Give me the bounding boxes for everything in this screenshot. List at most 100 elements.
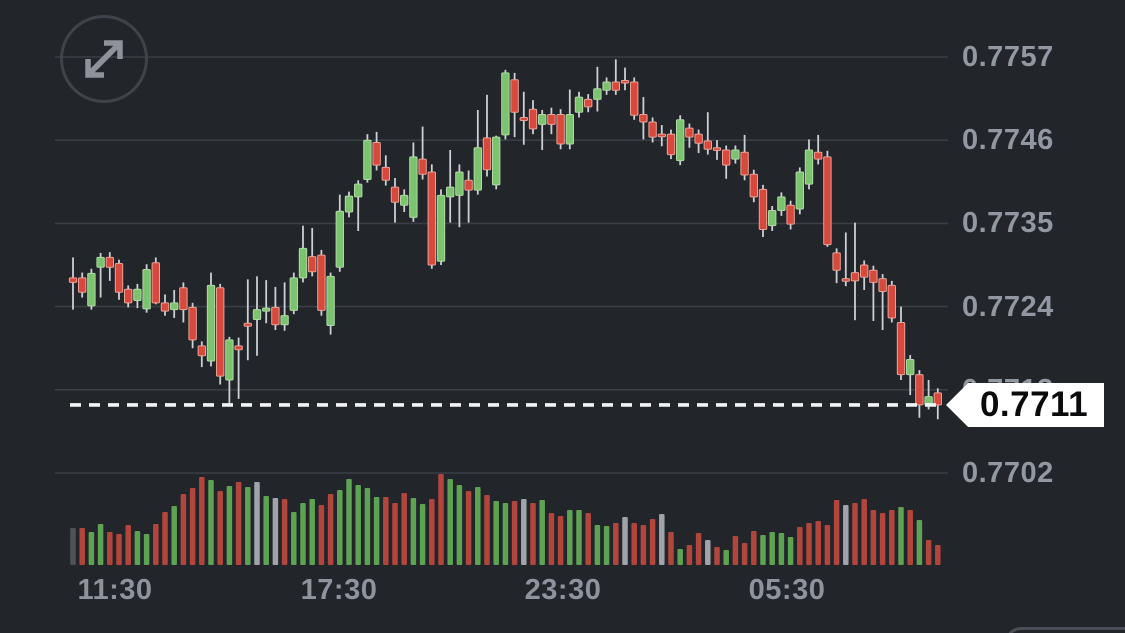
candle-body xyxy=(657,133,666,138)
candle-body xyxy=(749,173,758,198)
expand-button[interactable] xyxy=(59,14,149,104)
volume-bar xyxy=(88,532,95,565)
volume-bar xyxy=(889,510,895,565)
candle-body xyxy=(308,256,317,273)
volume-bar xyxy=(291,512,297,565)
volume-bar xyxy=(107,532,113,565)
volume-bar xyxy=(613,523,619,565)
volume-bar xyxy=(677,549,683,565)
volume-bar xyxy=(916,520,923,565)
volume-bar xyxy=(465,491,472,565)
candle-body xyxy=(96,256,105,268)
volume-bar xyxy=(806,523,812,565)
volume-bar xyxy=(327,494,334,565)
candle-body xyxy=(133,288,142,302)
candle-body xyxy=(519,117,528,122)
candle-body xyxy=(676,119,685,162)
candle-body xyxy=(814,151,823,160)
volume-bar xyxy=(567,510,573,565)
candle-body xyxy=(565,113,574,145)
time-axis-label: 05:30 xyxy=(748,574,826,606)
volume-bar xyxy=(557,516,564,565)
volume-bar xyxy=(346,479,352,565)
candle-body xyxy=(344,195,354,213)
candle-body xyxy=(262,307,271,312)
volume-bar xyxy=(502,503,509,565)
volume-bar xyxy=(70,528,76,565)
candle-body xyxy=(593,88,602,100)
volume-bar xyxy=(640,525,647,565)
candle-body xyxy=(114,262,124,293)
volume-bar xyxy=(263,496,269,565)
volume-bars xyxy=(70,474,941,565)
volume-bar xyxy=(631,523,637,565)
candle-body xyxy=(906,359,915,376)
volume-bar xyxy=(401,493,407,565)
candle-body xyxy=(630,81,639,116)
price-axis-label: 0.7757 xyxy=(962,41,1054,73)
candle-body xyxy=(703,140,712,150)
volume-bar xyxy=(649,519,656,565)
candle-body xyxy=(78,277,87,293)
volume-bar xyxy=(373,497,380,565)
candle-body xyxy=(160,302,170,312)
candle-body xyxy=(915,374,924,406)
candle-body xyxy=(492,136,501,186)
volume-bar xyxy=(585,513,591,565)
time-axis-label: 17:30 xyxy=(300,574,378,606)
volume-bar xyxy=(171,506,177,565)
candle-body xyxy=(142,269,151,310)
volume-bar xyxy=(751,531,757,565)
grid-lines xyxy=(55,56,948,474)
volume-bar xyxy=(852,503,858,565)
candle-body xyxy=(427,171,437,266)
candle-body xyxy=(436,194,446,262)
volume-bar xyxy=(530,503,536,565)
volume-bar xyxy=(97,524,104,565)
volume-bar xyxy=(383,497,389,565)
candle-body xyxy=(556,113,565,145)
candle-body xyxy=(381,166,391,181)
volume-bar xyxy=(797,527,803,565)
volume-bar xyxy=(493,501,499,565)
volume-bar xyxy=(714,547,720,565)
candle-body xyxy=(400,194,409,206)
candle-body xyxy=(777,196,786,212)
volume-bar xyxy=(272,498,279,565)
current-price-badge: 0.7711 xyxy=(946,383,1104,427)
volume-bar xyxy=(134,531,141,565)
volume-bar xyxy=(475,487,481,565)
volume-bar xyxy=(281,499,288,565)
candle-body xyxy=(446,186,455,198)
candle-body xyxy=(216,287,225,377)
volume-bar xyxy=(935,545,941,565)
volume-bar xyxy=(309,499,315,565)
volume-bar xyxy=(364,488,371,565)
volume-bar xyxy=(861,499,867,565)
volume-bar xyxy=(511,501,518,565)
price-axis-label: 0.7724 xyxy=(962,290,1054,323)
volume-bar xyxy=(189,488,196,565)
candle-body xyxy=(363,139,372,181)
volume-bar xyxy=(438,474,444,565)
candle-body xyxy=(648,121,657,138)
candle-body xyxy=(68,277,78,283)
volume-bar xyxy=(539,500,545,565)
time-axis-label: 11:30 xyxy=(77,574,153,606)
candle-body xyxy=(326,275,335,327)
candle-body xyxy=(124,288,133,304)
volume-bar xyxy=(769,532,775,565)
candle-body xyxy=(547,113,556,125)
volume-bar xyxy=(705,540,711,565)
candle-body xyxy=(841,278,850,282)
current-price-value: 0.7711 xyxy=(979,385,1089,424)
candle-body xyxy=(887,284,896,319)
volume-bar xyxy=(760,535,766,565)
volume-bar xyxy=(603,526,610,565)
partial-panel-edge[interactable] xyxy=(1005,627,1125,633)
candle-body xyxy=(685,127,694,138)
candle-body xyxy=(611,81,620,91)
volume-bar xyxy=(208,480,214,565)
